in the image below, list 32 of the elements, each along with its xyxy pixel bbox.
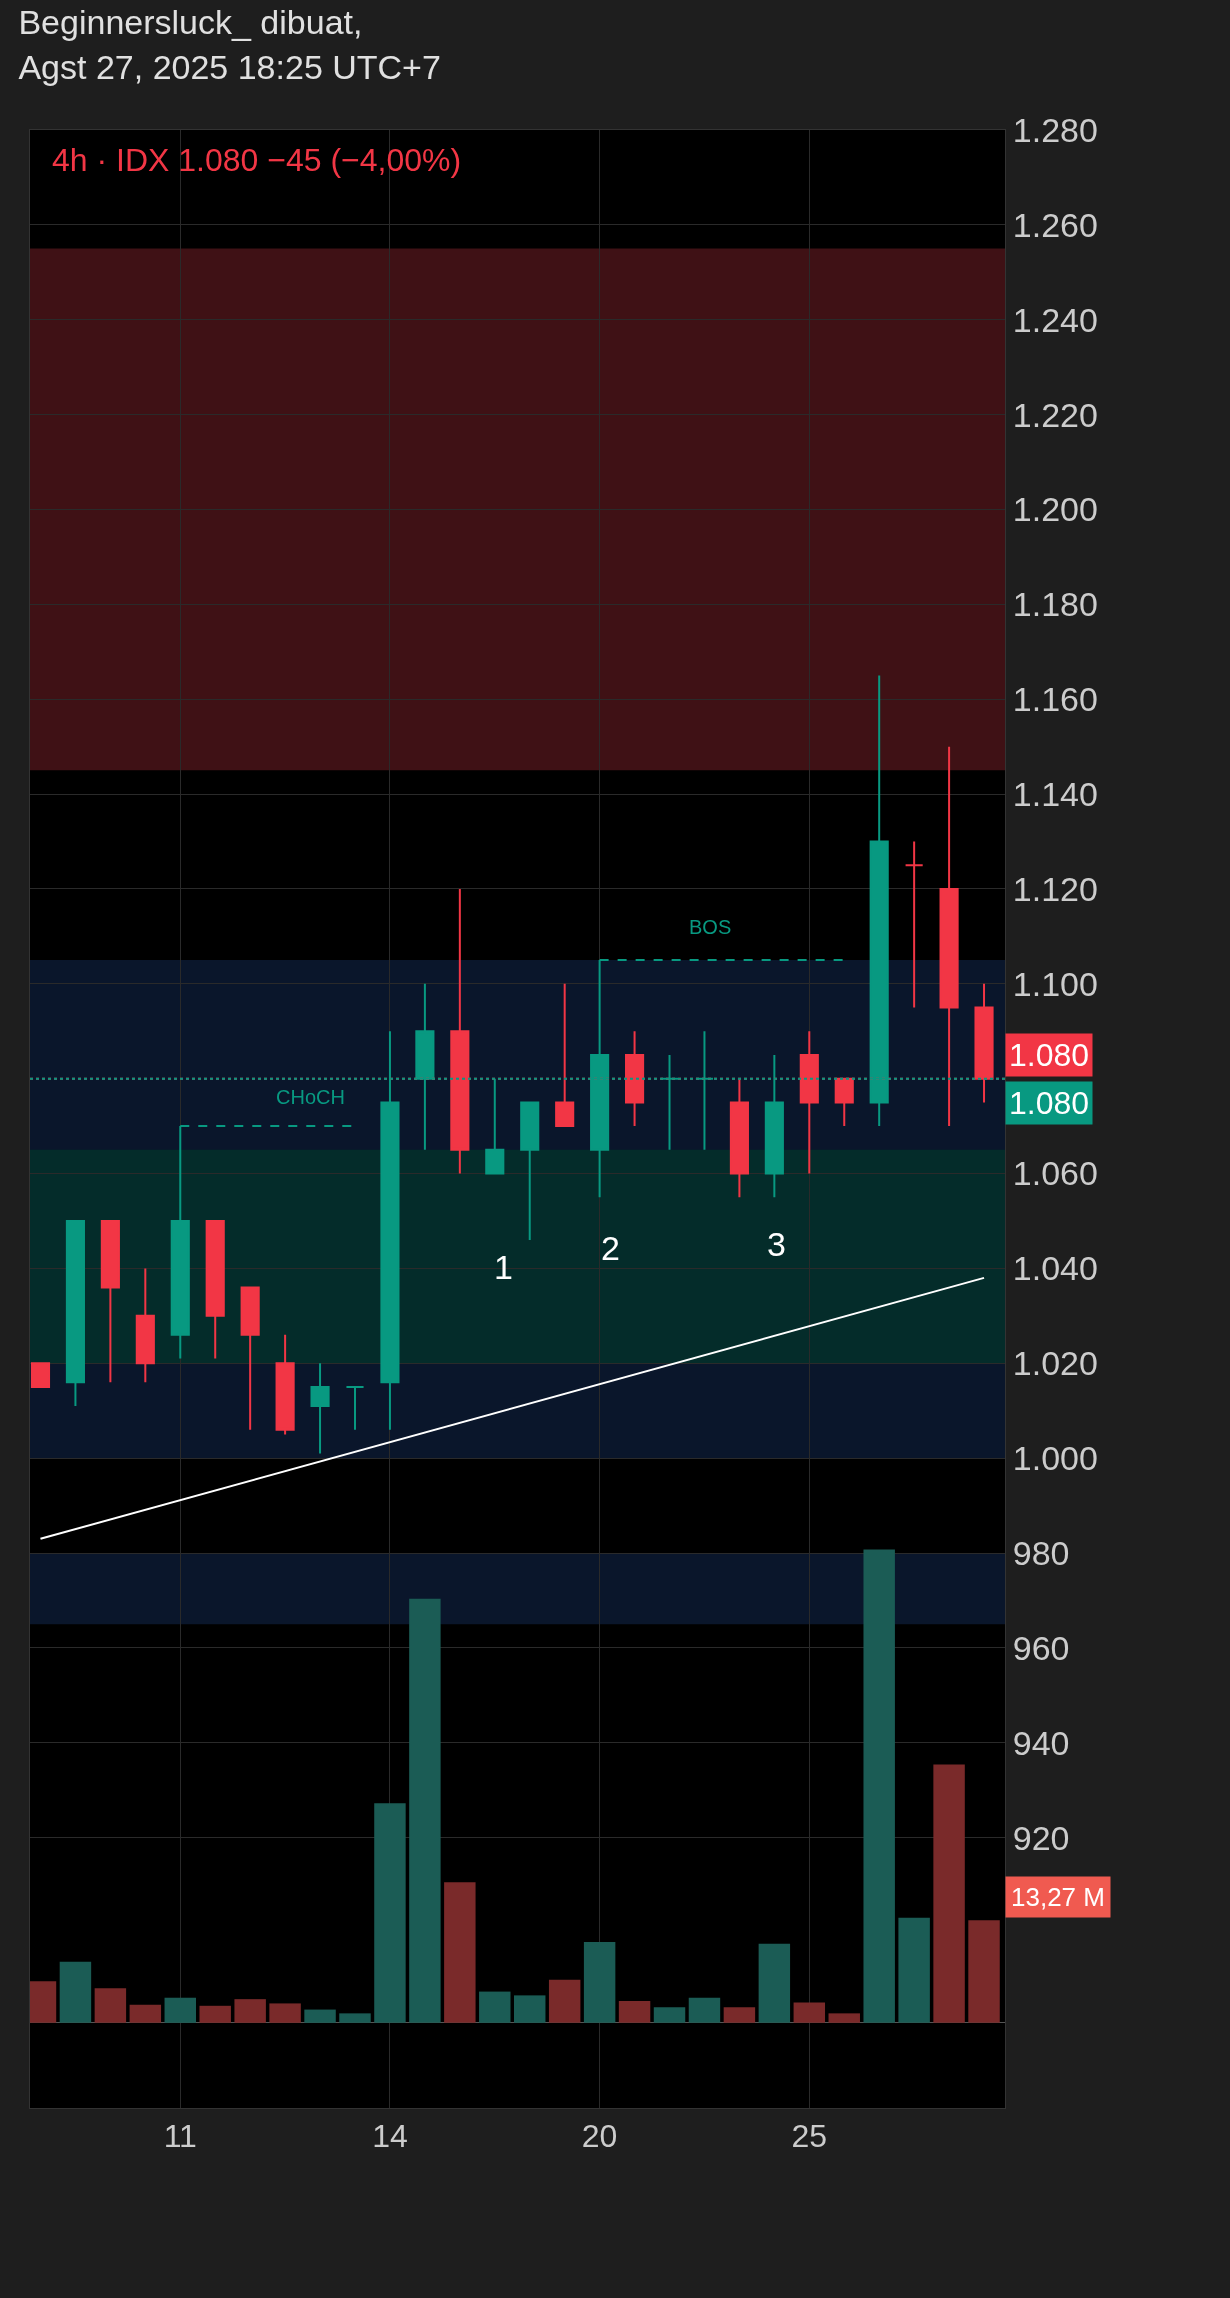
chart-subtitle: 4h · IDX 1.080 −45 (−4,00%) [52,142,462,178]
y-tick-label: 1.140 [1012,774,1098,813]
x-tick-label: 20 [581,2118,618,2155]
y-tick-label: 1.040 [1012,1249,1098,1288]
y-tick-label: 1.180 [1012,585,1098,624]
annotation: 2 [601,1229,620,1267]
annotation: 1 [494,1248,513,1286]
ref-line-label: 1.080 [1009,1085,1090,1121]
y-tick-label: 1.160 [1012,680,1098,719]
ref-line-label: 1.080 [1009,1037,1090,1073]
y-tick-label: 920 [1012,1818,1070,1857]
x-tick-label: 11 [163,2118,197,2155]
x-tick-label: 25 [791,2118,828,2155]
y-tick-label: 1.060 [1012,1154,1098,1193]
text: 13,27 M [1011,1882,1105,1912]
y-tick-label: 1.280 [1012,110,1098,149]
annotation: BOS [689,916,732,938]
y-tick-label: 940 [1012,1723,1070,1762]
y-tick-label: 1.100 [1012,964,1098,1003]
x-tick-label: 14 [372,2118,408,2155]
y-tick-label: 960 [1012,1628,1070,1667]
y-tick-label: 1.240 [1012,300,1098,339]
y-tick-label: 1.260 [1012,205,1098,244]
y-tick-label: 1.020 [1012,1344,1098,1383]
y-tick-label: 1.120 [1012,869,1098,908]
chart-title: Beginnersluck_ dibuat, Agst 27, 2025 18:25 UTC+7 [18,3,441,86]
annotation: 3 [767,1225,786,1263]
y-tick-label: 1.220 [1012,395,1098,434]
y-tick-label: 1.000 [1012,1439,1098,1478]
annotation: CHoCH [276,1086,345,1108]
y-tick-label: 1.200 [1012,490,1098,529]
y-tick-label: 980 [1012,1533,1070,1572]
